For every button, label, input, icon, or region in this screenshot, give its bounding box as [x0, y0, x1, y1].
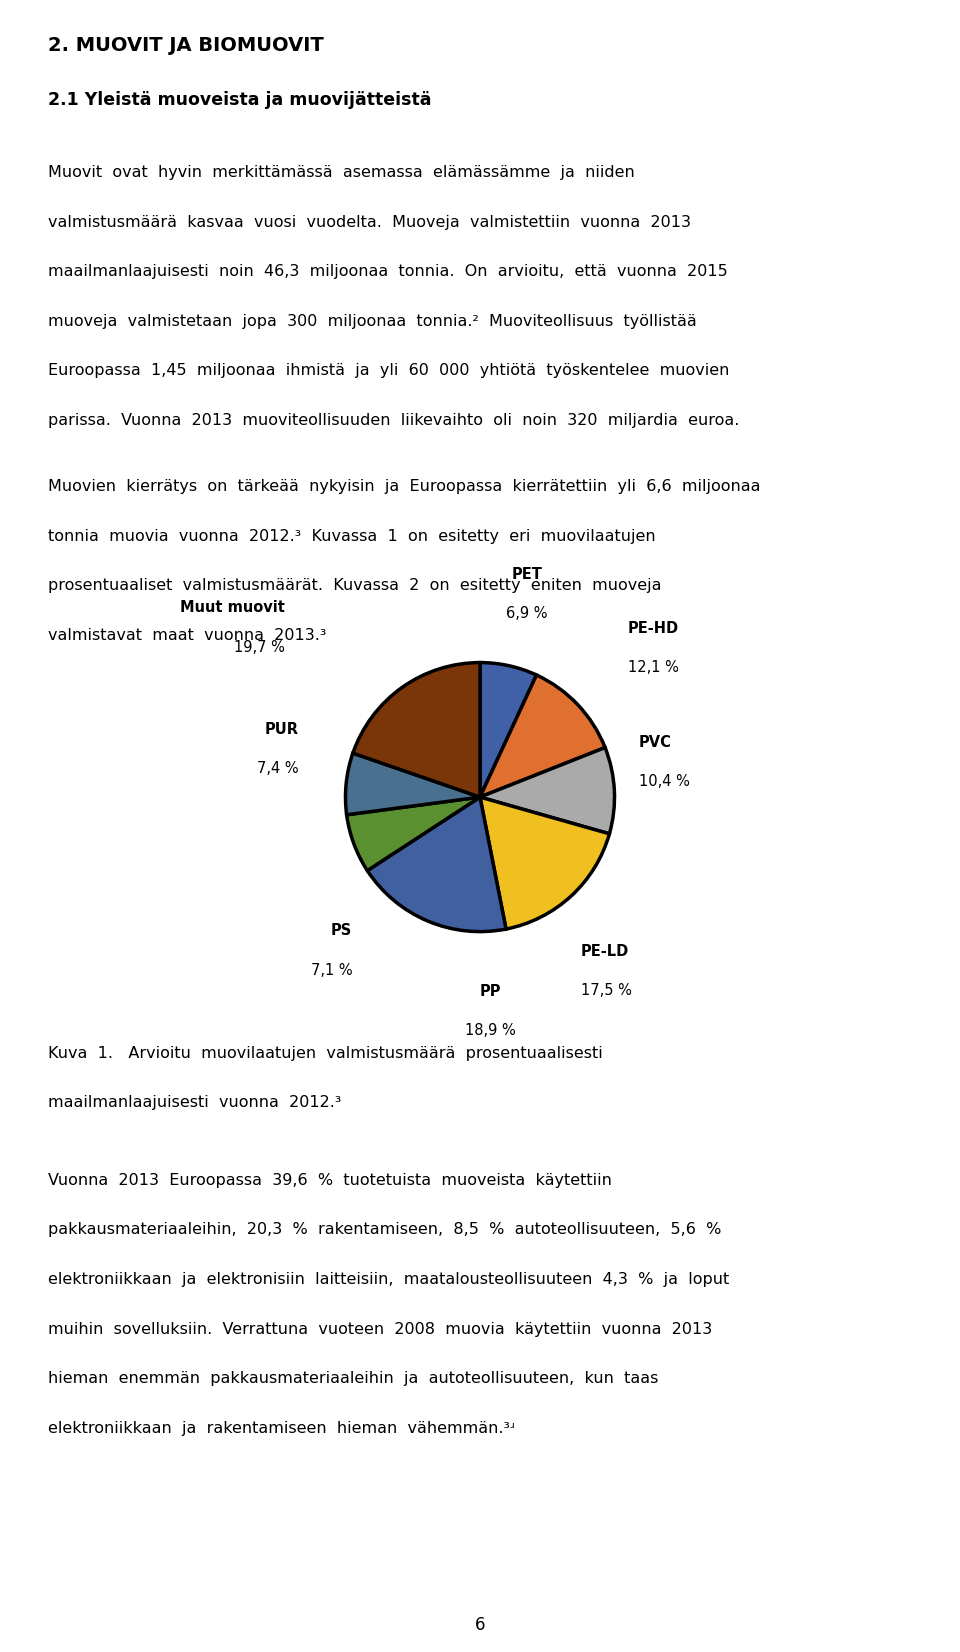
Wedge shape — [346, 753, 480, 814]
Text: 2.1 Yleistä muoveista ja muovijätteistä: 2.1 Yleistä muoveista ja muovijätteistä — [48, 91, 431, 109]
Text: PP: PP — [480, 985, 501, 999]
Wedge shape — [368, 798, 506, 932]
Text: PS: PS — [331, 923, 352, 938]
Text: maailmanlaajuisesti  noin  46,3  miljoonaa  tonnia.  On  arvioitu,  että  vuonna: maailmanlaajuisesti noin 46,3 miljoonaa … — [48, 264, 728, 279]
Text: 7,1 %: 7,1 % — [311, 963, 352, 978]
Text: Vuonna  2013  Euroopassa  39,6  %  tuotetuista  muoveista  käytettiin: Vuonna 2013 Euroopassa 39,6 % tuotetuist… — [48, 1173, 612, 1188]
Text: maailmanlaajuisesti  vuonna  2012.³: maailmanlaajuisesti vuonna 2012.³ — [48, 1095, 342, 1110]
Text: 19,7 %: 19,7 % — [234, 639, 285, 654]
Text: 10,4 %: 10,4 % — [638, 775, 689, 790]
Text: PET: PET — [512, 567, 542, 582]
Text: PE-HD: PE-HD — [628, 621, 679, 636]
Text: pakkausmateriaaleihin,  20,3  %  rakentamiseen,  8,5  %  autoteollisuuteen,  5,6: pakkausmateriaaleihin, 20,3 % rakentamis… — [48, 1222, 721, 1237]
Wedge shape — [480, 676, 605, 798]
Text: Muovit  ovat  hyvin  merkittämässä  asemassa  elämässämme  ja  niiden: Muovit ovat hyvin merkittämässä asemassa… — [48, 165, 635, 180]
Text: 6: 6 — [475, 1616, 485, 1634]
Text: Muovien  kierrätys  on  tärkeää  nykyisin  ja  Euroopassa  kierrätettiin  yli  6: Muovien kierrätys on tärkeää nykyisin ja… — [48, 479, 760, 494]
Text: Muut muovit: Muut muovit — [180, 600, 285, 616]
Text: 17,5 %: 17,5 % — [581, 983, 632, 998]
Text: Kuva  1.   Arvioitu  muovilaatujen  valmistusmäärä  prosentuaalisesti: Kuva 1. Arvioitu muovilaatujen valmistus… — [48, 1046, 603, 1061]
Wedge shape — [347, 798, 480, 871]
Text: elektroniikkaan  ja  rakentamiseen  hieman  vähemmän.³ʴ: elektroniikkaan ja rakentamiseen hieman … — [48, 1421, 515, 1436]
Text: parissa.  Vuonna  2013  muoviteollisuuden  liikevaihto  oli  noin  320  miljardi: parissa. Vuonna 2013 muoviteollisuuden l… — [48, 413, 739, 428]
Text: PUR: PUR — [264, 722, 299, 737]
Text: 6,9 %: 6,9 % — [506, 606, 548, 621]
Wedge shape — [480, 748, 614, 834]
Text: hieman  enemmän  pakkausmateriaaleihin  ja  autoteollisuuteen,  kun  taas: hieman enemmän pakkausmateriaaleihin ja … — [48, 1371, 659, 1386]
Text: muoveja  valmistetaan  jopa  300  miljoonaa  tonnia.²  Muoviteollisuus  työllist: muoveja valmistetaan jopa 300 miljoonaa … — [48, 314, 697, 329]
Text: prosentuaaliset  valmistusmäärät.  Kuvassa  2  on  esitetty  eniten  muoveja: prosentuaaliset valmistusmäärät. Kuvassa… — [48, 578, 661, 593]
Text: 12,1 %: 12,1 % — [628, 659, 679, 676]
Wedge shape — [480, 798, 610, 928]
Text: Euroopassa  1,45  miljoonaa  ihmistä  ja  yli  60  000  yhtiötä  työskentelee  m: Euroopassa 1,45 miljoonaa ihmistä ja yli… — [48, 363, 730, 378]
Text: tonnia  muovia  vuonna  2012.³  Kuvassa  1  on  esitetty  eri  muovilaatujen: tonnia muovia vuonna 2012.³ Kuvassa 1 on… — [48, 529, 656, 544]
Text: elektroniikkaan  ja  elektronisiin  laitteisiin,  maatalousteollisuuteen  4,3  %: elektroniikkaan ja elektronisiin laittei… — [48, 1272, 730, 1287]
Text: 7,4 %: 7,4 % — [256, 762, 299, 776]
Text: valmistusmäärä  kasvaa  vuosi  vuodelta.  Muoveja  valmistettiin  vuonna  2013: valmistusmäärä kasvaa vuosi vuodelta. Mu… — [48, 215, 691, 230]
Wedge shape — [353, 662, 480, 798]
Text: 2. MUOVIT JA BIOMUOVIT: 2. MUOVIT JA BIOMUOVIT — [48, 36, 324, 56]
Text: PVC: PVC — [638, 735, 672, 750]
Text: muihin  sovelluksiin.  Verrattuna  vuoteen  2008  muovia  käytettiin  vuonna  20: muihin sovelluksiin. Verrattuna vuoteen … — [48, 1322, 712, 1336]
Text: valmistavat  maat  vuonna  2013.³: valmistavat maat vuonna 2013.³ — [48, 628, 326, 643]
Text: PE-LD: PE-LD — [581, 943, 629, 958]
Text: 18,9 %: 18,9 % — [466, 1023, 516, 1037]
Wedge shape — [480, 662, 537, 798]
